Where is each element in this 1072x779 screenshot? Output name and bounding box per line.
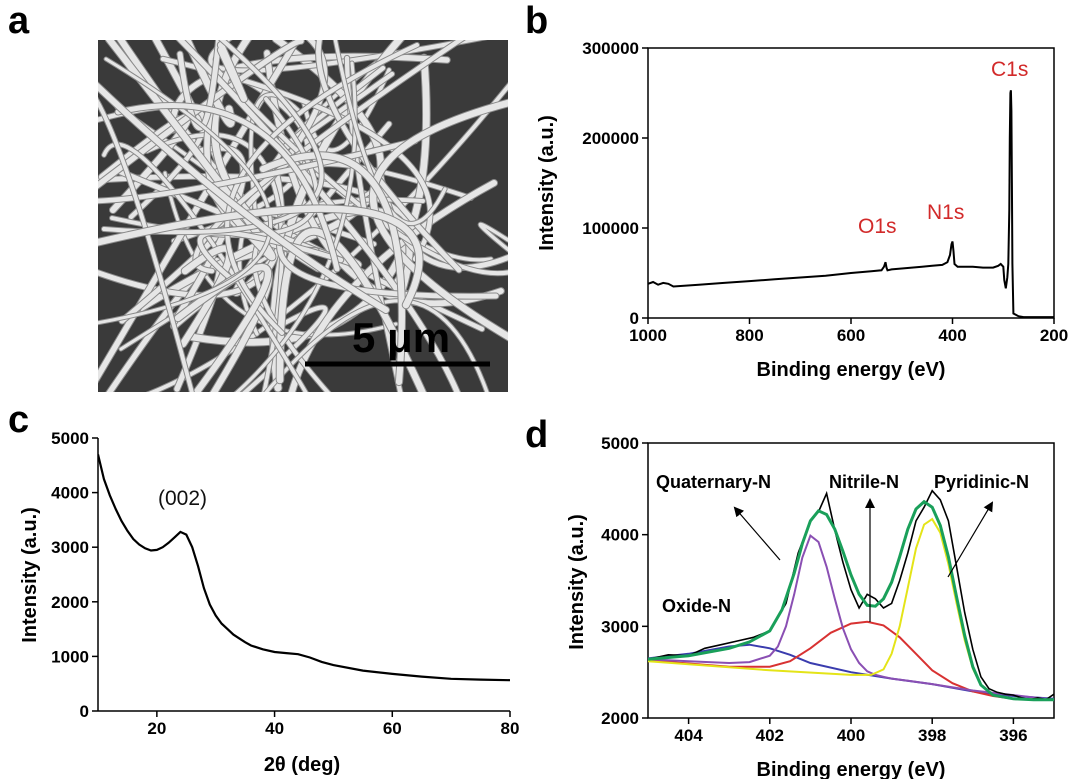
x-tick-label: 600 [837, 326, 865, 345]
chart-b-series [648, 90, 1054, 318]
panel-label-a: a [8, 0, 30, 42]
chart-c-xlabel: 2θ (deg) [264, 754, 340, 776]
y-tick-label: 300000 [582, 39, 639, 58]
x-tick-label: 1000 [629, 326, 667, 345]
chart-d-arrow-pyridinic [947, 501, 994, 578]
y-tick-label: 1000 [51, 647, 89, 666]
chart-d-arrow-quaternary [733, 506, 781, 561]
chart-d-n1s-spectrum: 404 402 400 398 396 2000 3000 4000 5000 Binding … [566, 434, 1055, 779]
chart-b-xps-survey: 1000 800 600 400 200 0 100000 200000 300000 Bind… [536, 39, 1068, 381]
chart-c-ylabel: Intensity (a.u.) [19, 507, 41, 643]
y-tick-label: 100000 [582, 219, 639, 238]
chart-d-ylabel: Intensity (a.u.) [566, 514, 588, 650]
chart-d-annotation-quaternary: Quaternary-N [656, 472, 771, 492]
sem-micrograph: 5 μm [98, 40, 508, 392]
x-tick-label: 800 [735, 326, 763, 345]
y-tick-label: 2000 [601, 709, 639, 728]
chart-b-annotation-c1s: C1s [991, 58, 1028, 81]
chart-c-xrd: 20 40 60 80 0 1000 2000 3000 4000 5000 2θ (deg) I… [19, 429, 519, 776]
y-tick-label: 3000 [601, 617, 639, 636]
chart-d-series-fit [648, 499, 1054, 702]
chart-c-series [98, 454, 510, 682]
scale-bar-label: 5 μm [352, 314, 450, 361]
y-tick-label: 5000 [601, 434, 639, 453]
x-tick-label: 200 [1040, 326, 1068, 345]
chart-d-annotation-oxide: Oxide-N [662, 596, 731, 616]
y-tick-label: 200000 [582, 129, 639, 148]
chart-b-frame [647, 47, 1055, 319]
chart-c-annotation-002: (002) [158, 487, 207, 510]
x-tick-label: 20 [147, 719, 166, 738]
y-tick-label: 0 [630, 309, 639, 328]
y-tick-label: 4000 [601, 526, 639, 545]
x-tick-label: 398 [918, 726, 946, 745]
x-tick-label: 60 [383, 719, 402, 738]
x-tick-label: 404 [674, 726, 703, 745]
chart-b-annotation-o1s: O1s [858, 215, 897, 238]
y-tick-label: 3000 [51, 538, 89, 557]
panel-label-c: c [8, 399, 29, 441]
x-tick-label: 396 [999, 726, 1027, 745]
chart-d-annotation-nitrile: Nitrile-N [829, 472, 899, 492]
y-tick-label: 0 [80, 702, 89, 721]
x-tick-label: 400 [938, 326, 966, 345]
chart-d-xlabel: Binding energy (eV) [757, 759, 946, 779]
y-tick-label: 4000 [51, 484, 89, 503]
panel-label-b: b [525, 0, 548, 42]
x-tick-label: 80 [501, 719, 520, 738]
x-tick-label: 40 [265, 719, 284, 738]
chart-b-ylabel: Intensity (a.u.) [536, 115, 558, 251]
y-tick-label: 2000 [51, 593, 89, 612]
chart-d-annotation-pyridinic: Pyridinic-N [934, 472, 1029, 492]
panel-label-d: d [525, 414, 548, 456]
chart-d-series-quaternary [648, 533, 1054, 701]
chart-b-annotation-n1s: N1s [927, 201, 964, 224]
x-tick-label: 400 [837, 726, 865, 745]
x-tick-label: 402 [756, 726, 784, 745]
y-tick-label: 5000 [51, 429, 89, 448]
chart-b-xlabel: Binding energy (eV) [757, 359, 946, 381]
chart-d-series-nitrile [648, 620, 1054, 701]
